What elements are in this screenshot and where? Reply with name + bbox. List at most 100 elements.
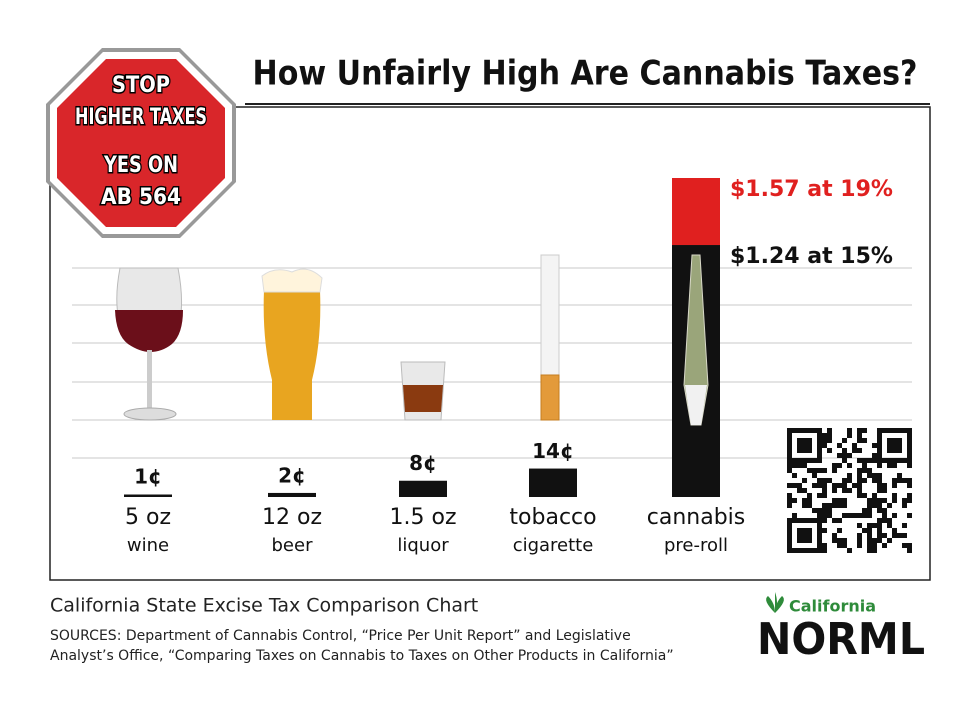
qr-cell [787, 468, 792, 473]
qr-cell [867, 533, 872, 538]
qr-cell [832, 488, 837, 493]
qr-cell [877, 508, 882, 513]
qr-cell [822, 478, 827, 483]
pre-roll-tip [685, 385, 707, 425]
qr-cell [857, 478, 862, 483]
qr-cell [902, 428, 907, 433]
qr-cell [797, 428, 802, 433]
qr-cell [872, 473, 877, 478]
sources: SOURCES: Department of Cannabis Control,… [50, 628, 631, 644]
wine-glass [115, 267, 183, 421]
qr-cell [787, 503, 792, 508]
qr-cell [822, 543, 827, 548]
qr-cell [847, 428, 852, 433]
x-tick-sublabel: cigarette [513, 535, 594, 556]
qr-cell [802, 448, 807, 453]
qr-cell [832, 533, 837, 538]
qr-cell [822, 548, 827, 553]
qr-cell [812, 458, 817, 463]
qr-cell [837, 483, 842, 488]
qr-cell [797, 548, 802, 553]
qr-cell [822, 438, 827, 443]
qr-cell [827, 428, 832, 433]
qr-cell [827, 513, 832, 518]
qr-cell [787, 548, 792, 553]
qr-cell [837, 498, 842, 503]
qr-cell [872, 498, 877, 503]
qr-cell [802, 438, 807, 443]
stop-sign [46, 48, 236, 238]
qr-cell [847, 433, 852, 438]
qr-cell [862, 513, 867, 518]
qr-cell [862, 428, 867, 433]
qr-cell [857, 538, 862, 543]
qr-cell [887, 523, 892, 528]
qr-cell [797, 488, 802, 493]
qr-cell [892, 448, 897, 453]
x-tick-sublabel: pre-roll [664, 535, 728, 556]
qr-cell [867, 548, 872, 553]
qr-cell [812, 483, 817, 488]
qr-cell [907, 548, 912, 553]
qr-cell [822, 433, 827, 438]
qr-cell [847, 478, 852, 483]
qr-cell [877, 473, 882, 478]
qr-cell [817, 448, 822, 453]
qr-cell [877, 433, 882, 438]
qr-cell [822, 503, 827, 508]
qr-cell [832, 468, 837, 473]
qr-cell [857, 523, 862, 528]
qr-cell [802, 428, 807, 433]
qr-cell [892, 458, 897, 463]
qr-cell [907, 493, 912, 498]
qr-cell [827, 433, 832, 438]
x-tick-label: cannabis [647, 505, 745, 530]
qr-cell [817, 513, 822, 518]
qr-cell [812, 468, 817, 473]
qr-cell [797, 463, 802, 468]
qr-cell [842, 458, 847, 463]
qr-cell [837, 443, 842, 448]
qr-cell [867, 503, 872, 508]
qr-cell [907, 513, 912, 518]
qr-cell [892, 443, 897, 448]
qr-cell [907, 443, 912, 448]
qr-cell [797, 448, 802, 453]
value-label: 2¢ [278, 463, 306, 487]
qr-cell [897, 443, 902, 448]
qr-cell [872, 443, 877, 448]
qr-cell [847, 513, 852, 518]
qr-cell [802, 548, 807, 553]
qr-cell [867, 528, 872, 533]
qr-cell [842, 543, 847, 548]
qr-cell [867, 473, 872, 478]
qr-cell [907, 428, 912, 433]
qr-cell [817, 478, 822, 483]
qr-cell [897, 458, 902, 463]
qr-cell [807, 538, 812, 543]
qr-cell [872, 543, 877, 548]
qr-cell [817, 508, 822, 513]
qr-cell [812, 518, 817, 523]
qr-cell [877, 498, 882, 503]
qr-cell [787, 458, 792, 463]
qr-cell [792, 513, 797, 518]
qr-cell [887, 448, 892, 453]
qr-cell [882, 543, 887, 548]
qr-cell [882, 498, 887, 503]
qr-cell [837, 538, 842, 543]
qr-cell [792, 463, 797, 468]
qr-cell [887, 538, 892, 543]
qr-cell [877, 518, 882, 523]
x-tick-sublabel: wine [127, 535, 169, 556]
qr-cell [902, 523, 907, 528]
qr-cell [822, 468, 827, 473]
qr-cell [792, 428, 797, 433]
qr-cell [842, 448, 847, 453]
qr-cell [897, 448, 902, 453]
qr-cell [907, 478, 912, 483]
qr-cell [837, 518, 842, 523]
qr-cell [797, 533, 802, 538]
qr-cell [857, 468, 862, 473]
qr-cell [817, 533, 822, 538]
